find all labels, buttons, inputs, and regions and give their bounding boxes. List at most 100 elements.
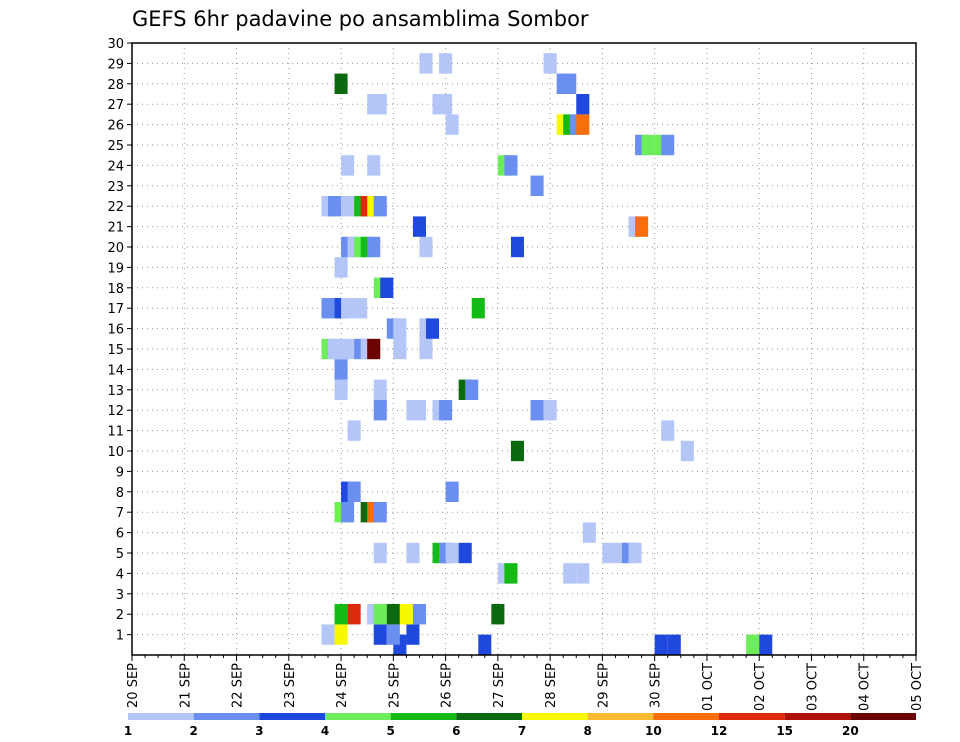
heatmap-cell — [478, 634, 492, 655]
x-tick-label: 20 SEP — [126, 663, 141, 708]
heatmap-cell — [412, 400, 426, 421]
y-tick-label: 6 — [116, 527, 124, 542]
legend-swatch — [325, 713, 391, 720]
heatmap-cell — [373, 604, 387, 625]
heatmap-cell — [419, 53, 433, 74]
legend-swatch — [259, 713, 325, 720]
y-tick-label: 15 — [107, 343, 124, 358]
y-tick-label: 30 — [107, 37, 124, 52]
x-tick-label: 25 SEP — [387, 663, 402, 708]
heatmap-cell — [746, 634, 760, 655]
heatmap-cell — [341, 338, 355, 360]
heatmap-cell — [635, 216, 649, 237]
heatmap-cell — [373, 379, 387, 400]
y-tick-label: 7 — [116, 506, 124, 521]
heatmap-cell — [680, 440, 694, 462]
legend-swatch — [522, 713, 588, 720]
y-tick-label: 18 — [107, 282, 124, 297]
y-tick-label: 12 — [107, 404, 124, 419]
x-tick-label: 27 SEP — [492, 663, 507, 708]
heatmap-cell — [661, 134, 675, 156]
heatmap-cell — [367, 236, 381, 258]
legend-swatch — [193, 713, 260, 720]
heatmap-cell — [602, 542, 616, 564]
legend-swatch — [456, 713, 522, 720]
legend-swatch — [719, 713, 785, 720]
heatmap-cells — [321, 53, 773, 655]
heatmap-cell — [328, 338, 342, 360]
x-tick-label: 24 SEP — [335, 663, 350, 708]
heatmap-cell — [439, 94, 453, 115]
heatmap-cell — [530, 175, 544, 196]
heatmap-cell — [334, 359, 348, 380]
heatmap-cell — [576, 114, 590, 135]
heatmap-cell — [530, 400, 544, 421]
heatmap-cell — [380, 277, 394, 298]
heatmap-cell — [543, 400, 557, 421]
heatmap-cell — [406, 542, 420, 564]
x-tick-label: 22 SEP — [231, 663, 246, 708]
grid-lines — [132, 43, 916, 655]
legend-label: 5 — [386, 724, 394, 738]
heatmap-cell — [347, 604, 361, 625]
x-tick-label: 29 SEP — [596, 663, 611, 708]
heatmap-cell — [510, 236, 524, 258]
heatmap-cell — [373, 94, 387, 115]
heatmap-cell — [393, 338, 407, 360]
y-axis-ticks: 1234567891011121314151617181920212223242… — [107, 37, 132, 644]
heatmap-cell — [406, 624, 420, 645]
y-tick-label: 22 — [107, 200, 124, 215]
legend-swatch — [587, 713, 654, 720]
heatmap-cell — [386, 624, 400, 645]
heatmap-cell — [667, 634, 681, 655]
chart-title: GEFS 6hr padavine po ansamblima Sombor — [132, 7, 589, 31]
x-tick-label: 03 OCT — [805, 663, 820, 711]
heatmap-cell — [661, 420, 675, 441]
heatmap-cell — [386, 604, 400, 625]
heatmap-cell — [373, 502, 387, 523]
heatmap-cell — [412, 604, 426, 625]
legend-label: 7 — [518, 724, 526, 738]
y-tick-label: 16 — [107, 323, 124, 338]
heatmap-cell — [491, 604, 505, 625]
legend-swatch — [784, 713, 851, 720]
x-tick-label: 05 OCT — [910, 663, 925, 711]
x-tick-label: 30 SEP — [649, 663, 664, 708]
heatmap-cell — [510, 440, 524, 462]
y-tick-label: 19 — [107, 261, 124, 276]
heatmap-cell — [439, 53, 453, 74]
y-tick-label: 10 — [107, 445, 124, 460]
y-tick-label: 11 — [107, 425, 124, 440]
y-tick-label: 27 — [107, 98, 124, 113]
heatmap-cell — [367, 338, 381, 360]
legend-swatch — [390, 713, 457, 720]
color-legend: 1 2 3 4 5 6 7 8 10 12 15 20 — [124, 713, 916, 738]
x-tick-label: 02 OCT — [753, 663, 768, 711]
y-tick-label: 25 — [107, 139, 124, 154]
y-tick-label: 9 — [116, 465, 124, 480]
x-tick-label: 28 SEP — [544, 663, 559, 708]
heatmap-cell — [328, 196, 342, 217]
heatmap-cell — [334, 624, 348, 645]
heatmap-cell — [341, 298, 355, 319]
y-tick-label: 29 — [107, 57, 124, 72]
heatmap-cell — [341, 196, 355, 217]
y-tick-label: 2 — [116, 608, 124, 623]
heatmap-cell — [504, 563, 518, 584]
x-tick-label: 21 SEP — [178, 663, 193, 708]
x-tick-label: 26 SEP — [440, 663, 455, 708]
legend-label: 10 — [645, 724, 662, 738]
x-axis-ticks: 20 SEP 21 SEP 22 SEP 23 SEP 24 SEP 25 SEP 26 S… — [126, 655, 925, 711]
plot-frame — [131, 42, 917, 656]
heatmap-cell — [543, 53, 557, 74]
heatmap-cell — [419, 236, 433, 258]
x-tick-label: 23 SEP — [283, 663, 298, 708]
heatmap-cell — [354, 298, 368, 319]
y-tick-label: 28 — [107, 78, 124, 93]
heatmap-cell — [576, 94, 590, 115]
legend-swatch — [128, 713, 194, 720]
heatmap-cell — [419, 338, 433, 360]
legend-label: 4 — [321, 724, 329, 738]
heatmap-cell — [445, 481, 459, 502]
heatmap-cell — [334, 379, 348, 400]
